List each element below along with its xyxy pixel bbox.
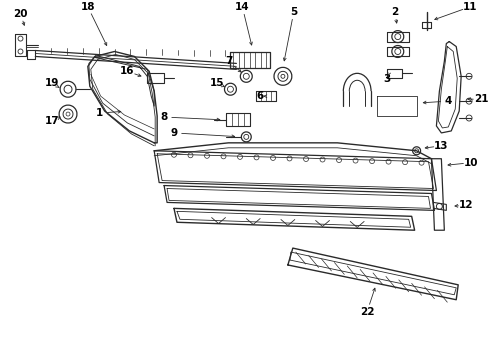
Text: 10: 10	[464, 158, 478, 168]
Text: 6: 6	[257, 91, 264, 101]
Text: 2: 2	[391, 7, 398, 17]
Text: 20: 20	[13, 9, 28, 19]
Text: 11: 11	[463, 2, 477, 12]
Text: 14: 14	[235, 2, 249, 12]
Text: 18: 18	[80, 2, 95, 12]
Text: 15: 15	[209, 78, 224, 88]
Text: 19: 19	[45, 78, 59, 88]
Text: 8: 8	[160, 112, 168, 122]
Text: 12: 12	[459, 201, 473, 210]
Text: 7: 7	[225, 57, 232, 67]
Text: 22: 22	[360, 307, 374, 317]
Text: 17: 17	[45, 116, 59, 126]
Text: 16: 16	[120, 66, 135, 76]
Text: 9: 9	[171, 128, 177, 138]
Text: 3: 3	[383, 74, 391, 84]
Text: 4: 4	[444, 96, 452, 106]
Text: 1: 1	[96, 108, 103, 118]
Text: 21: 21	[474, 94, 488, 104]
Text: 13: 13	[434, 141, 449, 151]
Text: 5: 5	[290, 7, 297, 17]
